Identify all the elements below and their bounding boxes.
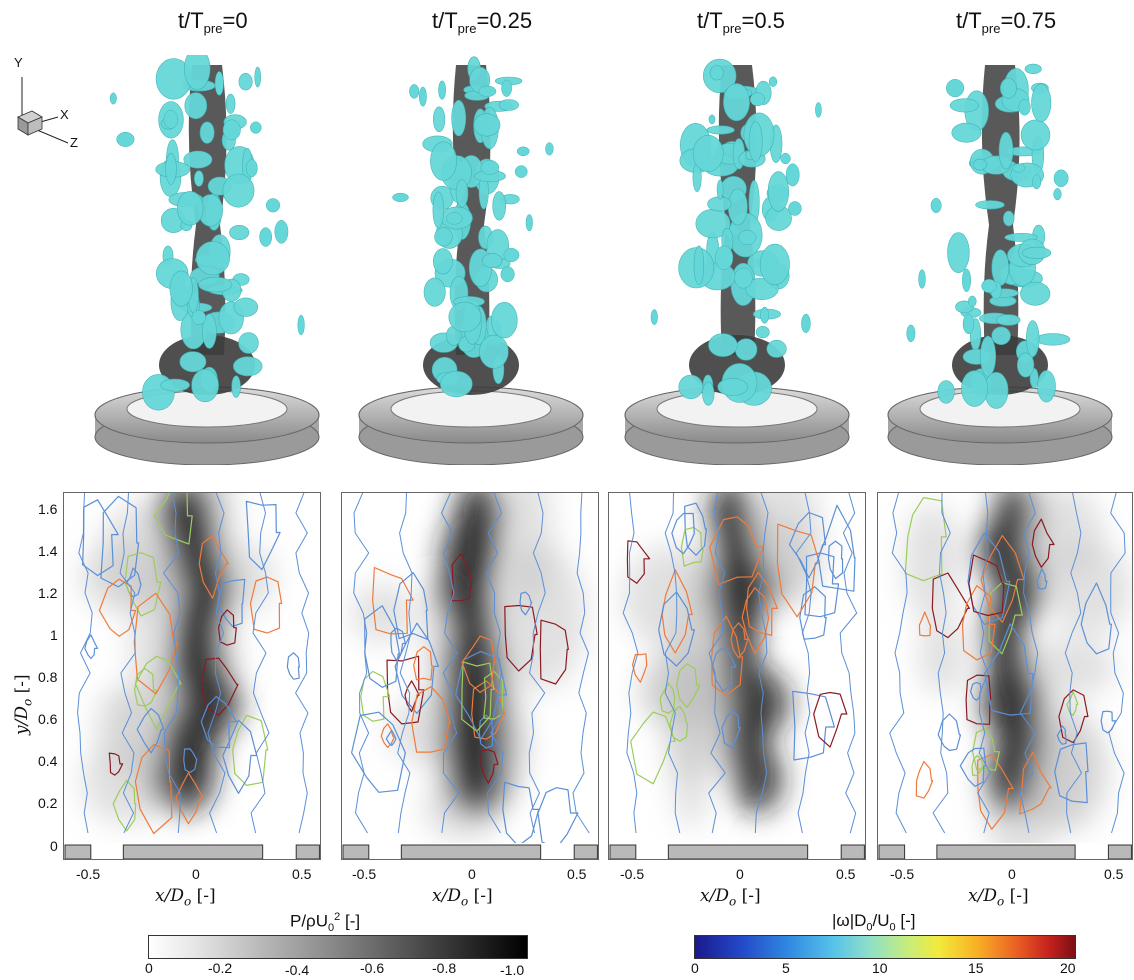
- triad-y-label: Y: [14, 55, 23, 70]
- vorticity-colorbar-tick: 20: [1060, 960, 1076, 976]
- y-tick: 0.4: [38, 753, 58, 769]
- isosurface-render-3: [885, 55, 1115, 466]
- vorticity-colorbar-tick: 10: [872, 960, 888, 976]
- vorticity-colorbar: [694, 935, 1076, 959]
- pressure-colorbar-tick: -1.0: [500, 962, 525, 978]
- x-tick: -0.5: [620, 866, 645, 882]
- vorticity-colorbar-title: |ω|D0/U0 [-]: [832, 911, 916, 934]
- pressure-colorbar-tick: -0.4: [285, 962, 310, 978]
- pressure-field-panel-1: [341, 492, 599, 860]
- y-tick: 0: [50, 838, 58, 854]
- x-axis-label: x/Do [-]: [432, 886, 493, 909]
- isosurface-render-1: [356, 55, 586, 466]
- column-title-3: t/Tpre=0.75: [956, 8, 1057, 36]
- vorticity-colorbar-tick: 0: [691, 960, 699, 976]
- x-tick: 0: [192, 866, 200, 882]
- triad-z-label: Z: [70, 135, 78, 150]
- x-axis-label: x/Do [-]: [700, 886, 761, 909]
- pressure-field-panel-3: [877, 492, 1133, 860]
- vorticity-colorbar-tick: 15: [968, 960, 984, 976]
- pressure-field-panel-2: [608, 492, 866, 860]
- column-title-2: t/Tpre=0.5: [697, 8, 785, 36]
- y-tick: 0.2: [38, 795, 58, 811]
- axes-triad: Y X Z: [8, 55, 88, 150]
- y-tick: 0.8: [38, 669, 58, 685]
- column-title-1: t/Tpre=0.25: [432, 8, 533, 36]
- y-tick: 1.6: [38, 501, 58, 517]
- pressure-colorbar-tick: -0.8: [432, 960, 457, 976]
- column-title-0: t/Tpre=0: [178, 8, 248, 36]
- y-tick: 1.2: [38, 585, 58, 601]
- x-tick: 0: [1008, 866, 1016, 882]
- pressure-colorbar-tick: -0.6: [360, 960, 385, 976]
- y-tick: 0.6: [38, 711, 58, 727]
- x-tick: 0.5: [292, 866, 312, 882]
- x-tick: 0: [468, 866, 476, 882]
- x-axis-label: x/Do [-]: [968, 886, 1029, 909]
- x-axis-label: x/Do [-]: [155, 886, 216, 909]
- pressure-colorbar-tick: 0: [145, 960, 153, 976]
- y-axis-label: y/Do [-]: [12, 674, 35, 735]
- x-tick: -0.5: [76, 866, 101, 882]
- x-tick: 0.5: [567, 866, 587, 882]
- x-tick: 0.5: [1104, 866, 1124, 882]
- isosurface-render-2: [622, 55, 852, 466]
- x-tick: -0.5: [352, 866, 377, 882]
- pressure-field-panel-0: [63, 492, 321, 860]
- triad-x-label: X: [60, 107, 69, 122]
- pressure-colorbar-tick: -0.2: [208, 960, 233, 976]
- vorticity-colorbar-tick: 5: [782, 960, 790, 976]
- isosurface-render-0: [92, 47, 322, 466]
- x-tick: 0.5: [836, 866, 856, 882]
- x-tick: 0: [736, 866, 744, 882]
- x-tick: -0.5: [890, 866, 915, 882]
- y-tick: 1.4: [38, 543, 58, 559]
- pressure-colorbar: [148, 935, 528, 959]
- pressure-colorbar-title: P/ρU02 [-]: [290, 911, 361, 935]
- y-tick: 1: [50, 627, 58, 643]
